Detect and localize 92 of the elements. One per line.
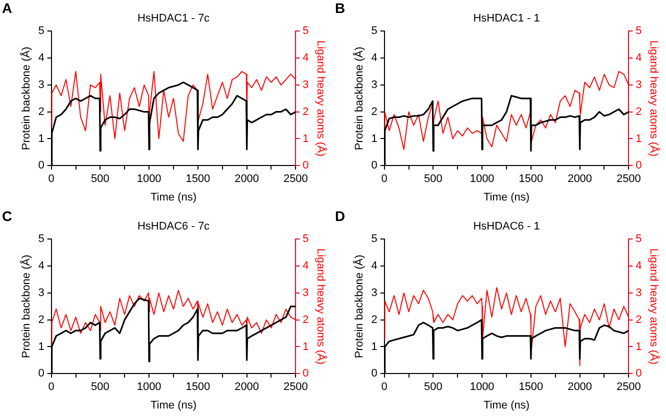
x-tick-label: 2500 <box>283 173 308 186</box>
text: C <box>2 208 12 224</box>
x-tick-label: 2000 <box>234 173 260 186</box>
y2-tick-label: 1 <box>636 132 642 145</box>
x-tick-label: 2500 <box>283 381 308 394</box>
y-tick-label: 0 <box>371 160 378 172</box>
y-tick-label: 1 <box>38 132 44 145</box>
chart-title: HsHDAC6 - 7c <box>137 220 210 233</box>
y-tick-label: 0 <box>38 160 44 172</box>
y-tick-label: 5 <box>371 233 378 246</box>
x-tick-label: 2000 <box>568 381 592 394</box>
x-axis-title: Time (ns) <box>483 399 530 412</box>
x-tick-label: 500 <box>424 173 442 186</box>
x-axis-title: Time (ns) <box>150 399 197 412</box>
x-tick-label: 0 <box>48 381 54 394</box>
y2-tick-label: 0 <box>302 368 309 380</box>
x-axis-title: Time (ns) <box>483 191 530 204</box>
y2-tick-label: 5 <box>636 25 642 38</box>
y2-tick-label: 1 <box>636 340 642 353</box>
y2-tick-label: 5 <box>302 25 309 38</box>
x-tick-label: 1000 <box>470 381 494 394</box>
chart-title: HsHDAC1 - 1 <box>473 12 540 25</box>
y-tick-label: 1 <box>371 340 378 353</box>
y-tick-label: 5 <box>371 25 378 38</box>
y2-axis-title: Ligand heavy atoms (Å) <box>647 248 660 364</box>
x-tick-label: 0 <box>381 173 388 186</box>
y2-axis-title: Ligand heavy atoms (Å) <box>314 40 328 156</box>
x-tick-label: 2500 <box>616 381 641 394</box>
x-tick-label: 2500 <box>616 173 641 186</box>
y2-axis-title: Ligand heavy atoms (Å) <box>314 248 328 364</box>
x-tick-label: 1000 <box>136 173 162 186</box>
y-tick-label: 2 <box>371 314 378 326</box>
y-axis-title: Protein backbone (Å) <box>352 46 366 150</box>
y2-tick-label: 2 <box>636 106 642 118</box>
x-tick-label: 1500 <box>518 173 544 186</box>
text: A <box>2 0 12 16</box>
x-tick-label: 2000 <box>234 381 260 394</box>
y2-tick-label: 2 <box>302 106 309 118</box>
y-tick-label: 4 <box>371 260 378 272</box>
y-tick-label: 2 <box>38 314 44 326</box>
y2-tick-label: 2 <box>302 314 309 326</box>
y-axis-title: Protein backbone (Å) <box>20 46 33 150</box>
y-axis-title: Protein backbone (Å) <box>20 254 33 358</box>
y2-tick-label: 5 <box>302 233 309 246</box>
text: B <box>335 0 346 16</box>
y2-tick-label: 3 <box>636 78 642 91</box>
x-tick-label: 1500 <box>518 381 544 394</box>
y2-tick-label: 5 <box>636 233 642 246</box>
y2-tick-label: 3 <box>302 78 309 91</box>
y-tick-label: 3 <box>38 78 44 91</box>
x-tick-label: 500 <box>424 381 442 394</box>
y-tick-label: 3 <box>371 286 378 299</box>
chart-title: HsHDAC1 - 7c <box>137 12 210 25</box>
y2-tick-label: 0 <box>636 368 642 380</box>
y2-tick-label: 0 <box>636 160 642 172</box>
y2-tick-label: 4 <box>636 52 642 64</box>
x-tick-label: 500 <box>91 173 110 186</box>
text: D <box>335 208 346 224</box>
y-tick-label: 5 <box>38 233 44 246</box>
y2-tick-label: 3 <box>302 286 309 299</box>
y-tick-label: 3 <box>38 286 44 299</box>
x-tick-label: 1500 <box>186 173 210 186</box>
chart-title: HsHDAC6 - 1 <box>473 220 540 233</box>
y2-tick-label: 1 <box>302 132 309 145</box>
x-tick-label: 500 <box>91 381 110 394</box>
x-tick-label: 1000 <box>470 173 494 186</box>
x-tick-label: 0 <box>48 173 54 186</box>
y2-tick-label: 4 <box>302 260 309 272</box>
y2-tick-label: 0 <box>302 160 309 172</box>
x-tick-label: 1500 <box>186 381 210 394</box>
x-tick-label: 0 <box>381 381 388 394</box>
y2-tick-label: 4 <box>302 52 309 64</box>
y-tick-label: 4 <box>38 52 44 64</box>
y2-axis-title: Ligand heavy atoms (Å) <box>647 40 660 156</box>
y-axis-title: Protein backbone (Å) <box>352 254 366 358</box>
y2-tick-label: 2 <box>636 314 642 326</box>
y-tick-label: 2 <box>38 106 44 118</box>
x-axis-title: Time (ns) <box>150 191 197 204</box>
x-tick-label: 1000 <box>136 381 162 394</box>
y2-tick-label: 4 <box>636 260 642 272</box>
y-tick-label: 4 <box>38 260 44 272</box>
y-tick-label: 5 <box>38 25 44 38</box>
x-tick-label: 2000 <box>568 173 592 186</box>
y-tick-label: 0 <box>38 368 44 380</box>
y-tick-label: 1 <box>38 340 44 353</box>
y-tick-label: 0 <box>371 368 378 380</box>
y2-tick-label: 3 <box>636 286 642 299</box>
y2-tick-label: 1 <box>302 340 309 353</box>
y-tick-label: 1 <box>371 132 378 145</box>
y-tick-label: 2 <box>371 106 378 118</box>
y-tick-label: 3 <box>371 78 378 91</box>
y-tick-label: 4 <box>371 52 378 64</box>
